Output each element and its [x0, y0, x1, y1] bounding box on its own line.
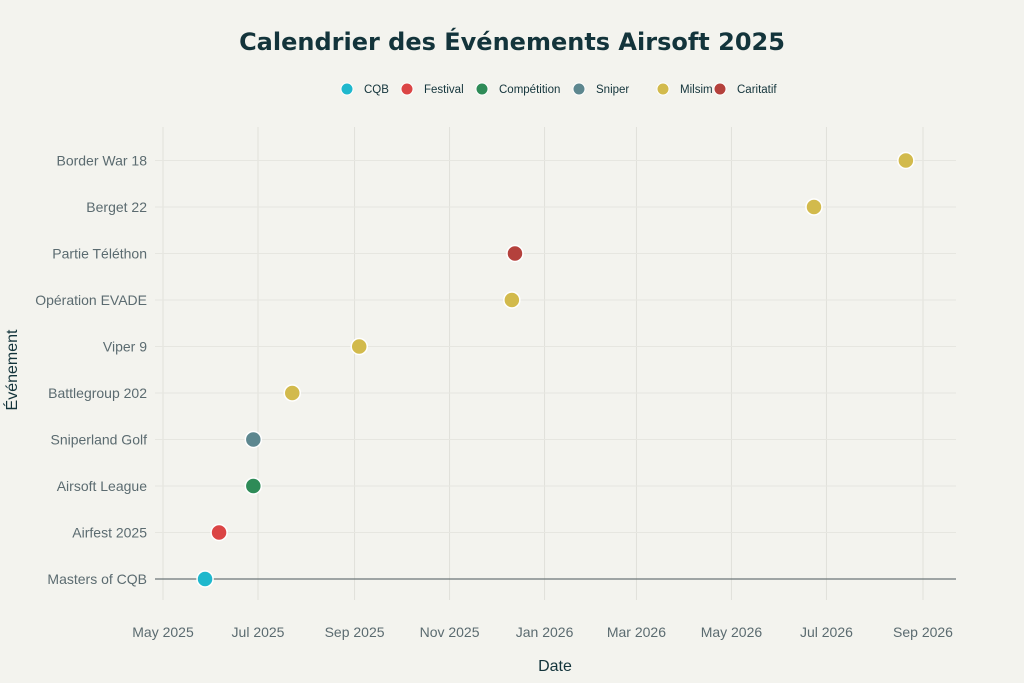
data-point[interactable] [503, 291, 521, 309]
y-axis-label: Événement [2, 329, 21, 410]
legend-marker [656, 82, 670, 96]
y-tick-label: Masters of CQB [47, 571, 147, 587]
x-tick-label: May 2025 [132, 624, 194, 640]
x-tick-label: May 2026 [701, 624, 763, 640]
y-tick-label: Opération EVADE [35, 292, 147, 308]
legend: CQB Festival Compétition Sniper Milsim Carita… [340, 82, 777, 96]
y-tick-label: Sniperland Golf [50, 432, 147, 448]
x-tick-label: Nov 2025 [420, 624, 480, 640]
x-tick-label: Sep 2025 [325, 624, 385, 640]
data-point[interactable] [196, 570, 214, 588]
data-point[interactable] [283, 384, 302, 402]
data-point[interactable] [805, 198, 823, 216]
y-axis: Masters of CQB Airfest 2025 Airsoft League… [35, 153, 147, 588]
x-axis: May 2025 Jul 2025 Sep 2025 Nov 2025 Jan 2026… [132, 624, 953, 640]
x-tick-label: Jan 2026 [516, 624, 574, 640]
data-point[interactable] [210, 523, 228, 542]
y-tick-label: Border War 18 [56, 153, 147, 169]
legend-marker [400, 82, 414, 96]
y-tick-label: Airfest 2025 [72, 525, 147, 541]
x-tick-label: Sep 2026 [893, 624, 953, 640]
x-tick-label: Jul 2025 [232, 624, 285, 640]
x-tick-label: Mar 2026 [607, 624, 666, 640]
y-tick-label: Viper 9 [103, 339, 147, 355]
x-tick-label: Jul 2026 [800, 624, 853, 640]
legend-label[interactable]: Sniper [596, 84, 629, 96]
y-tick-label: Airsoft League [57, 478, 147, 494]
y-tick-label: Battlegroup 202 [48, 385, 147, 401]
grid [155, 127, 956, 600]
legend-label[interactable]: Compétition [499, 84, 560, 96]
legend-marker [475, 82, 489, 96]
data-points [196, 151, 915, 588]
data-point[interactable] [897, 151, 915, 170]
legend-marker [713, 82, 727, 96]
x-axis-label: Date [538, 658, 572, 675]
legend-label[interactable]: Caritatif [737, 84, 777, 96]
legend-label[interactable]: Milsim [680, 84, 713, 96]
data-point[interactable] [244, 477, 263, 495]
legend-marker [572, 82, 586, 96]
legend-label[interactable]: CQB [364, 84, 389, 96]
legend-marker [340, 82, 354, 96]
legend-label[interactable]: Festival [424, 84, 464, 96]
y-tick-label: Partie Téléthon [52, 246, 147, 262]
data-point[interactable] [350, 337, 368, 356]
chart-title: Calendrier des Événements Airsoft 2025 [239, 27, 785, 56]
data-point[interactable] [506, 244, 524, 263]
y-tick-label: Berget 22 [86, 199, 147, 215]
data-point[interactable] [244, 430, 263, 449]
